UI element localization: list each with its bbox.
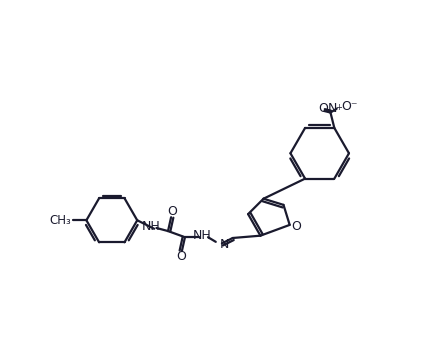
- Text: O⁻: O⁻: [341, 100, 358, 113]
- Text: NH: NH: [192, 229, 211, 242]
- Text: O: O: [167, 205, 177, 218]
- Text: O: O: [292, 220, 301, 233]
- Text: +: +: [335, 103, 342, 112]
- Text: N: N: [327, 102, 337, 115]
- Text: O: O: [176, 250, 186, 263]
- Text: CH₃: CH₃: [49, 214, 71, 227]
- Text: NH: NH: [142, 220, 160, 233]
- Text: O: O: [318, 102, 328, 115]
- Text: N: N: [220, 238, 229, 252]
